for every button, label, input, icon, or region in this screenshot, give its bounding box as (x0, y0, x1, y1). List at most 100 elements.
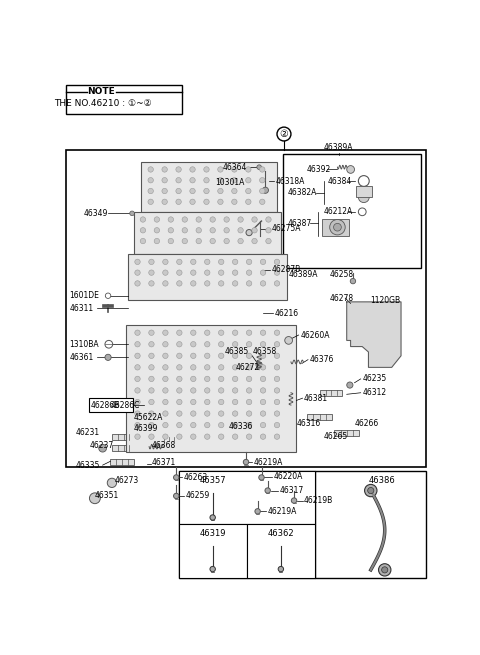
Text: 46272: 46272 (236, 363, 260, 372)
Ellipse shape (149, 365, 154, 370)
Ellipse shape (246, 422, 252, 428)
Ellipse shape (163, 365, 168, 370)
Ellipse shape (255, 509, 260, 514)
Ellipse shape (274, 434, 280, 440)
Text: 46260A: 46260A (300, 331, 330, 339)
Ellipse shape (191, 400, 196, 405)
Text: 1601DE: 1601DE (69, 291, 99, 300)
Ellipse shape (246, 259, 252, 265)
Ellipse shape (204, 400, 210, 405)
Ellipse shape (135, 422, 140, 428)
Text: 46212A: 46212A (324, 208, 353, 216)
Ellipse shape (278, 567, 284, 572)
Text: 46237: 46237 (89, 441, 114, 451)
Bar (159, 437, 179, 442)
Ellipse shape (277, 127, 291, 141)
Ellipse shape (260, 422, 266, 428)
Ellipse shape (204, 388, 210, 393)
Ellipse shape (163, 422, 168, 428)
Ellipse shape (238, 238, 243, 244)
Ellipse shape (246, 341, 252, 347)
Ellipse shape (191, 388, 196, 393)
Ellipse shape (232, 365, 238, 370)
Ellipse shape (135, 411, 140, 416)
Ellipse shape (163, 330, 168, 335)
Ellipse shape (232, 341, 238, 347)
Ellipse shape (365, 485, 377, 496)
Ellipse shape (177, 259, 182, 265)
Polygon shape (347, 302, 401, 367)
Ellipse shape (140, 238, 145, 244)
Text: 46368: 46368 (152, 441, 176, 451)
Ellipse shape (154, 217, 159, 222)
Text: 46216: 46216 (275, 309, 299, 318)
Ellipse shape (232, 330, 238, 335)
Ellipse shape (204, 270, 210, 275)
Ellipse shape (149, 388, 154, 393)
Text: 1310BA: 1310BA (69, 340, 99, 348)
Text: 46364: 46364 (223, 162, 247, 172)
Ellipse shape (191, 281, 196, 286)
Ellipse shape (176, 199, 181, 204)
Ellipse shape (154, 227, 159, 233)
Ellipse shape (260, 178, 265, 183)
Text: 10301A: 10301A (215, 178, 244, 187)
Ellipse shape (140, 217, 145, 222)
Text: 46387: 46387 (288, 219, 312, 228)
Ellipse shape (232, 376, 238, 382)
Bar (335, 430, 359, 436)
Bar (89, 398, 133, 412)
Ellipse shape (154, 238, 159, 244)
Text: 46275A: 46275A (272, 224, 301, 233)
Ellipse shape (232, 422, 238, 428)
Ellipse shape (135, 388, 140, 393)
Ellipse shape (149, 270, 154, 275)
Ellipse shape (350, 278, 356, 284)
Ellipse shape (224, 217, 229, 222)
Ellipse shape (218, 259, 224, 265)
Ellipse shape (176, 178, 181, 183)
Text: 46317: 46317 (279, 486, 303, 495)
Ellipse shape (232, 353, 238, 358)
Text: 46278: 46278 (330, 293, 354, 303)
Ellipse shape (232, 388, 238, 393)
Ellipse shape (191, 330, 196, 335)
Ellipse shape (218, 199, 223, 204)
Text: 46389A: 46389A (288, 271, 318, 280)
Ellipse shape (149, 330, 154, 335)
Ellipse shape (360, 210, 364, 214)
Ellipse shape (232, 178, 237, 183)
Ellipse shape (256, 362, 262, 368)
Ellipse shape (260, 330, 266, 335)
Ellipse shape (382, 567, 388, 573)
Text: 46219A: 46219A (254, 458, 283, 466)
Ellipse shape (191, 270, 196, 275)
Ellipse shape (163, 270, 168, 275)
Text: 46319: 46319 (199, 529, 226, 538)
Text: 46385: 46385 (225, 347, 249, 356)
Text: 46231: 46231 (75, 428, 100, 438)
Ellipse shape (149, 376, 154, 382)
Ellipse shape (191, 353, 196, 358)
Ellipse shape (182, 227, 188, 233)
Ellipse shape (259, 475, 264, 480)
Text: 46336: 46336 (229, 422, 253, 431)
Ellipse shape (218, 365, 224, 370)
Ellipse shape (148, 199, 154, 204)
Ellipse shape (246, 376, 252, 382)
Ellipse shape (190, 167, 195, 172)
Bar (307, 415, 332, 421)
Ellipse shape (218, 167, 223, 172)
Text: 46318A: 46318A (276, 176, 305, 185)
Ellipse shape (274, 376, 280, 382)
Ellipse shape (218, 411, 224, 416)
Ellipse shape (274, 259, 280, 265)
Ellipse shape (274, 353, 280, 358)
Ellipse shape (334, 223, 341, 231)
Ellipse shape (246, 365, 252, 370)
Text: 46381: 46381 (304, 394, 328, 403)
Ellipse shape (359, 176, 369, 187)
Ellipse shape (260, 199, 265, 204)
Text: 46263: 46263 (184, 473, 208, 482)
Ellipse shape (177, 388, 182, 393)
